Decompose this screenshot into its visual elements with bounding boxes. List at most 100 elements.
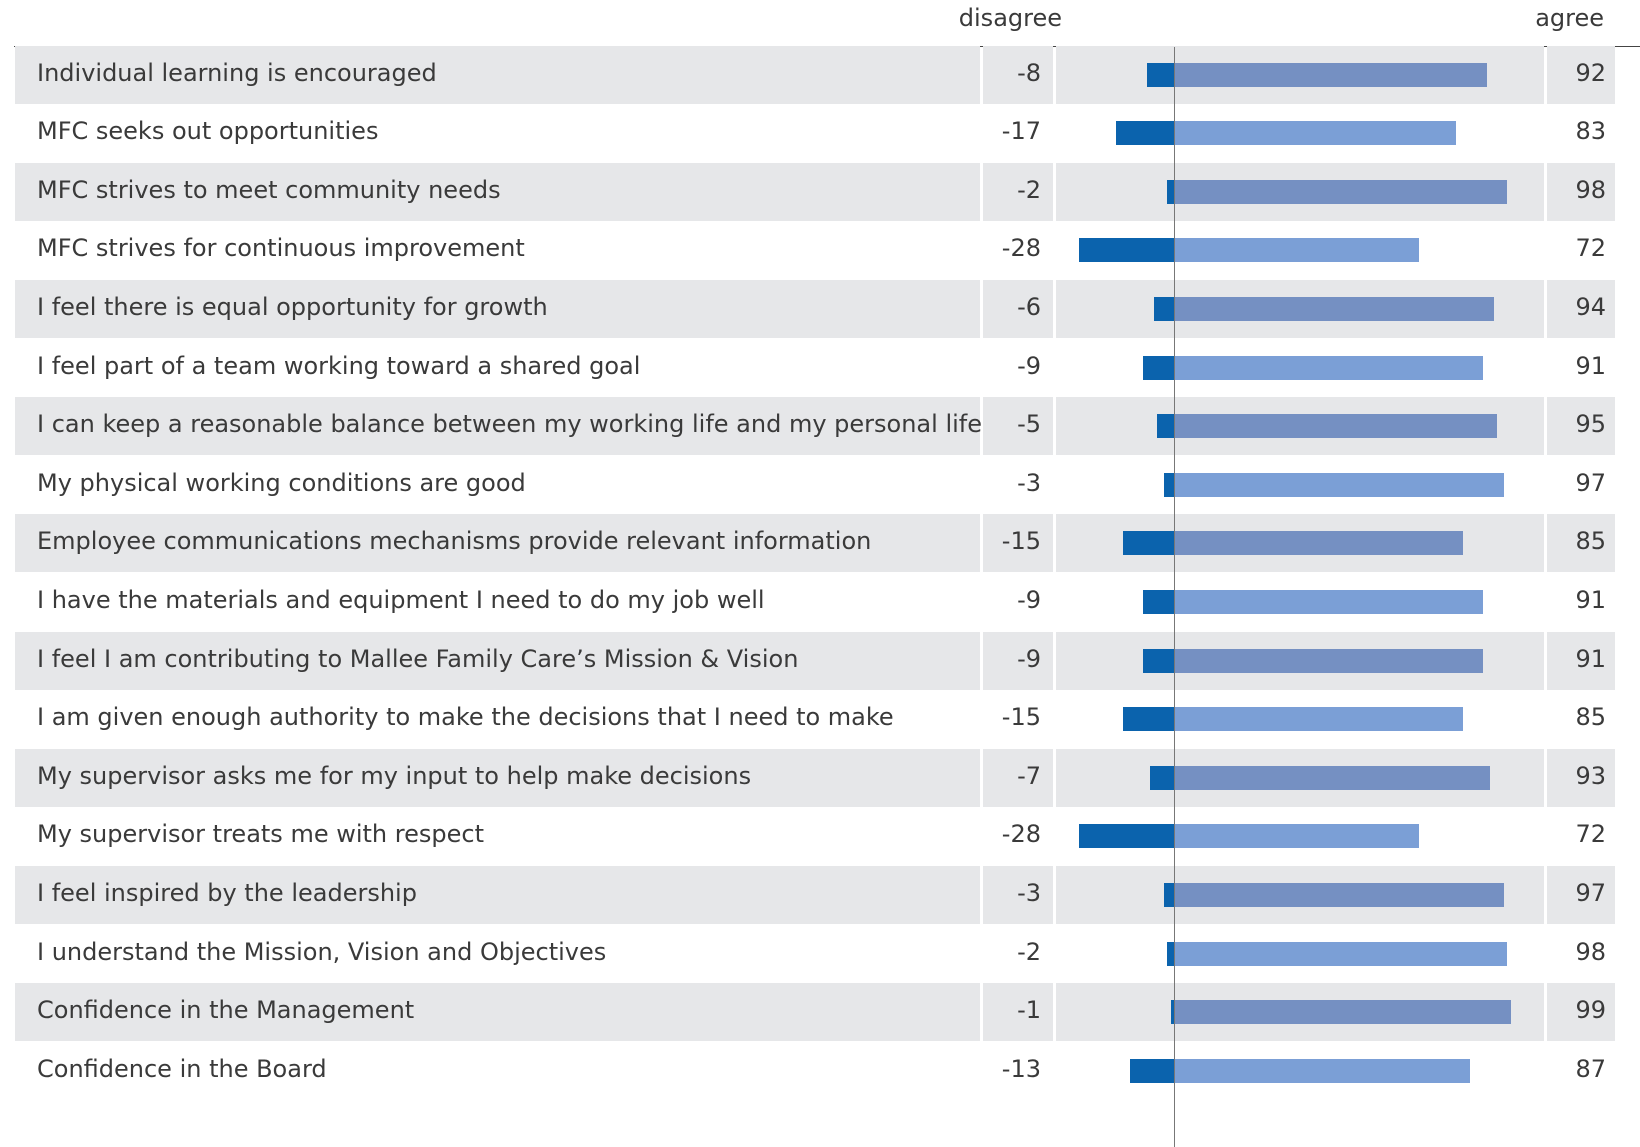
disagree-value-cell: -9 [983, 631, 1053, 690]
bar-cell [1056, 865, 1544, 924]
row-label-cell: I feel inspired by the leadership [15, 865, 980, 924]
bar-cell [1056, 279, 1544, 338]
disagree-bar [1129, 1058, 1174, 1083]
disagree-data-label: -8 [1017, 58, 1041, 87]
agree-value-cell: 97 [1547, 456, 1615, 514]
agree-bar [1174, 121, 1457, 146]
disagree-bar [1167, 179, 1174, 204]
bar-cell [1056, 45, 1544, 104]
chart-row: I am given enough authority to make the … [0, 690, 1640, 748]
disagree-data-label: -2 [1017, 937, 1041, 966]
disagree-value-cell: -1 [983, 983, 1053, 1042]
disagree-value-cell: -9 [983, 573, 1053, 631]
row-label: I am given enough authority to make the … [37, 703, 894, 732]
disagree-value-cell: -28 [983, 221, 1053, 279]
row-label: I understand the Mission, Vision and Obj… [37, 937, 607, 966]
bar-cell [1056, 748, 1544, 807]
disagree-value-cell: -3 [983, 456, 1053, 514]
chart-row: My supervisor treats me with respect -28 7… [0, 807, 1640, 865]
disagree-data-label: -9 [1017, 351, 1041, 380]
disagree-value-cell: -6 [983, 279, 1053, 338]
disagree-value-cell: -3 [983, 865, 1053, 924]
agree-bar [1174, 355, 1484, 380]
disagree-data-label: -15 [1001, 703, 1041, 732]
agree-bar [1174, 589, 1484, 614]
disagree-value-cell: -15 [983, 514, 1053, 573]
disagree-value-cell: -9 [983, 339, 1053, 397]
agree-data-label: 91 [1575, 585, 1606, 614]
agree-data-label: 97 [1575, 468, 1606, 497]
row-label: Employee communications mechanisms provi… [37, 527, 872, 556]
disagree-bar [1153, 296, 1174, 321]
bar-cell [1056, 983, 1544, 1042]
disagree-value-cell: -13 [983, 1042, 1053, 1100]
agree-data-label: 92 [1575, 58, 1606, 87]
row-label-cell: Confidence in the Management [15, 983, 980, 1042]
disagree-data-label: -28 [1001, 234, 1041, 263]
disagree-value-cell: -2 [983, 162, 1053, 221]
chart-row: I understand the Mission, Vision and Obj… [0, 925, 1640, 983]
agree-data-label: 91 [1575, 644, 1606, 673]
bar-cell [1056, 1042, 1544, 1100]
agree-bar [1174, 824, 1419, 849]
row-label-cell: MFC seeks out opportunities [15, 104, 980, 162]
chart-row: MFC strives for continuous improvement -2… [0, 221, 1640, 279]
disagree-data-label: -15 [1001, 527, 1041, 556]
row-label-cell: I feel there is equal opportunity for gr… [15, 279, 980, 338]
disagree-data-label: -5 [1017, 410, 1041, 439]
agree-bar [1174, 62, 1487, 87]
agree-data-label: 97 [1575, 878, 1606, 907]
disagree-data-label: -2 [1017, 175, 1041, 204]
disagree-value-cell: -28 [983, 807, 1053, 865]
agree-bar [1174, 296, 1494, 321]
chart-row: I feel I am contributing to Mallee Famil… [0, 631, 1640, 690]
disagree-bar [1163, 882, 1174, 907]
agree-data-label: 72 [1575, 234, 1606, 263]
row-label-cell: I am given enough authority to make the … [15, 690, 980, 748]
disagree-header: disagree [958, 4, 1062, 32]
agree-value-cell: 85 [1547, 690, 1615, 748]
row-label: Confidence in the Management [37, 996, 415, 1025]
row-label: I feel I am contributing to Mallee Famil… [37, 644, 799, 673]
disagree-data-label: -17 [1001, 117, 1041, 146]
chart-row: My supervisor asks me for my input to he… [0, 748, 1640, 807]
agree-bar [1174, 1000, 1511, 1025]
disagree-data-label: -3 [1017, 468, 1041, 497]
agree-bar [1174, 414, 1497, 439]
row-label-cell: MFC strives to meet community needs [15, 162, 980, 221]
chart-row: Confidence in the Board -13 87 [0, 1042, 1640, 1100]
agree-data-label: 98 [1575, 175, 1606, 204]
disagree-value-cell: -2 [983, 925, 1053, 983]
disagree-data-label: -13 [1001, 1054, 1041, 1083]
agree-data-label: 87 [1575, 1054, 1606, 1083]
chart-row: I feel part of a team working toward a s… [0, 339, 1640, 397]
agree-value-cell: 98 [1547, 162, 1615, 221]
chart-row: MFC strives to meet community needs -2 98 [0, 162, 1640, 221]
agree-data-label: 98 [1575, 937, 1606, 966]
disagree-bar [1123, 531, 1174, 556]
disagree-data-label: -7 [1017, 761, 1041, 790]
disagree-value-cell: -15 [983, 690, 1053, 748]
agree-data-label: 91 [1575, 351, 1606, 380]
agree-value-cell: 91 [1547, 573, 1615, 631]
bar-cell [1056, 690, 1544, 748]
agree-bar [1174, 1058, 1470, 1083]
row-label: MFC strives to meet community needs [37, 175, 501, 204]
disagree-data-label: -3 [1017, 878, 1041, 907]
row-label: I have the materials and equipment I nee… [37, 585, 765, 614]
agree-bar [1174, 707, 1463, 732]
row-label-cell: Employee communications mechanisms provi… [15, 514, 980, 573]
row-label-cell: I feel part of a team working toward a s… [15, 339, 980, 397]
chart-row: Individual learning is encouraged -8 92 [0, 45, 1640, 104]
bar-cell [1056, 162, 1544, 221]
row-label-cell: Individual learning is encouraged [15, 45, 980, 104]
agree-value-cell: 97 [1547, 865, 1615, 924]
agree-value-cell: 91 [1547, 631, 1615, 690]
row-label-cell: MFC strives for continuous improvement [15, 221, 980, 279]
agree-value-cell: 98 [1547, 925, 1615, 983]
chart-row: I feel there is equal opportunity for gr… [0, 279, 1640, 338]
disagree-bar [1170, 1000, 1174, 1025]
bar-cell [1056, 339, 1544, 397]
row-label-cell: My supervisor treats me with respect [15, 807, 980, 865]
